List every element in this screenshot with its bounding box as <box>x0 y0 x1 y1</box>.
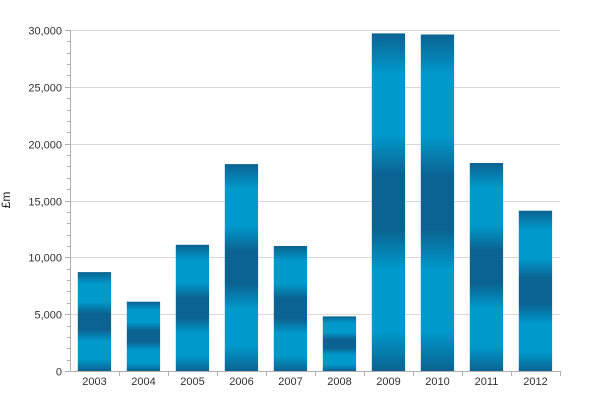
bar-2009 <box>371 33 406 372</box>
bar-2004 <box>126 301 161 371</box>
bar-2011 <box>469 163 504 371</box>
x-tick-label: 2004 <box>131 376 155 388</box>
bar-2005 <box>175 244 210 371</box>
bar-2007 <box>273 246 308 371</box>
y-tick-label: 0 <box>56 367 62 379</box>
y-tick-label: 10,000 <box>28 253 62 265</box>
x-tick-label: 2009 <box>376 376 400 388</box>
y-tick-label: 20,000 <box>28 140 62 152</box>
y-axis-title: £m <box>0 192 13 209</box>
x-tick-label: 2010 <box>425 376 449 388</box>
y-tick-label: 15,000 <box>28 197 62 209</box>
x-tick-label: 2003 <box>82 376 106 388</box>
x-tick-label: 2006 <box>229 376 253 388</box>
x-tick-label: 2005 <box>180 376 204 388</box>
bar-2010 <box>420 34 455 371</box>
bar-2003 <box>77 272 112 371</box>
bar-2006 <box>224 164 259 371</box>
x-tick-label: 2007 <box>278 376 302 388</box>
y-tick-label: 30,000 <box>28 26 62 38</box>
y-tick-label: 5,000 <box>34 310 62 322</box>
x-tick-label: 2008 <box>327 376 351 388</box>
axes <box>65 30 561 376</box>
x-tick-label: 2012 <box>523 376 547 388</box>
bar-2008 <box>322 316 357 371</box>
bars <box>77 33 553 372</box>
tick-labels: 0 5,000 10,000 15,000 20,000 25,000 30,000 2003… <box>28 26 547 389</box>
bar-2012 <box>518 210 553 371</box>
y-tick-label: 25,000 <box>28 83 62 95</box>
x-tick-label: 2011 <box>475 376 499 388</box>
